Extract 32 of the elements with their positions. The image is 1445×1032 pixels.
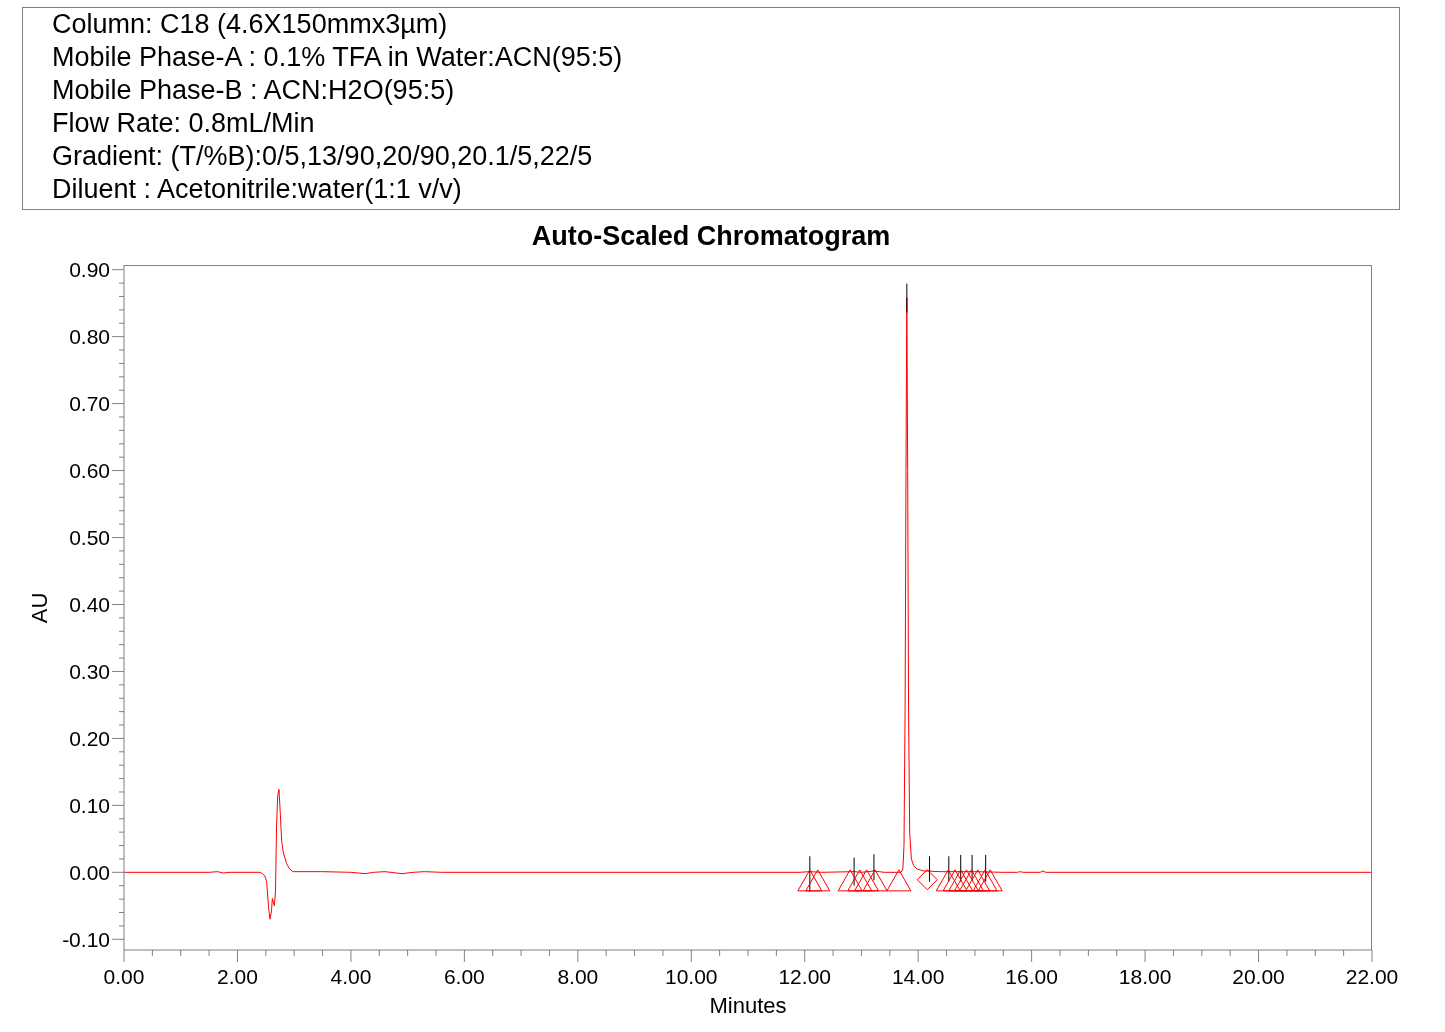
x-axis-title: Minutes (708, 993, 788, 1018)
text: Mobile Phase-A : 0.1% TFA in Water:ACN(95:5) (52, 41, 623, 74)
y-axis-title: AU (27, 592, 52, 623)
y-tick-label: 0.00 (69, 860, 110, 884)
x-tick-label: 14.00 (891, 965, 945, 989)
x-tick-label: 20.00 (1232, 965, 1285, 989)
y-tick-label: 0.60 (69, 458, 110, 482)
x-tick-label: 12.00 (778, 965, 832, 989)
chart-title: Auto-Scaled Chromatogram (530, 221, 892, 251)
x-tick-label: 4.00 (330, 965, 372, 989)
text: Flow Rate: 0.8mL/Min (52, 107, 316, 140)
y-tick-label: 0.90 (69, 258, 110, 282)
text: Gradient: (T/%B):0/5,13/90,20/90,20.1/5,22/5 (52, 140, 594, 173)
x-tick-label: 0.00 (103, 965, 145, 989)
x-tick-label: 2.00 (217, 965, 258, 989)
y-tick-label: 0.40 (69, 592, 110, 616)
x-tick-label: 10.00 (664, 965, 718, 989)
y-tick-label: 0.70 (69, 391, 110, 415)
y-tick-label: -0.10 (62, 927, 110, 951)
text: Column: C18 (4.6X150mmx3µm) (52, 8, 449, 41)
x-tick-label: 8.00 (557, 965, 599, 989)
y-tick-label: 0.50 (69, 525, 110, 549)
x-tick-label: 22.00 (1345, 965, 1399, 989)
y-tick-label: 0.30 (69, 659, 110, 683)
x-tick-label: 18.00 (1118, 965, 1172, 989)
text: Mobile Phase-B : ACN:H2O(95:5) (52, 74, 456, 107)
y-tick-label: 0.80 (69, 325, 110, 348)
y-tick-label: 0.20 (69, 726, 110, 750)
x-tick-label: 16.00 (1005, 965, 1058, 989)
x-tick-label: 6.00 (443, 965, 485, 989)
text: Diluent : Acetonitrile:water(1:1 v/v) (52, 173, 463, 206)
y-tick-label: 0.10 (69, 793, 110, 817)
